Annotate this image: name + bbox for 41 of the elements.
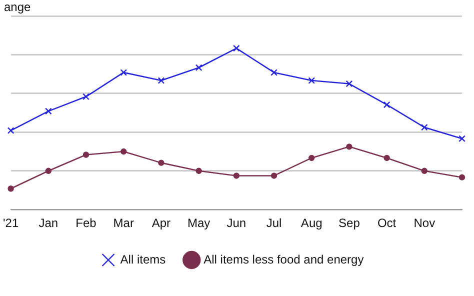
point	[195, 64, 202, 72]
x-tick-label: Apr	[152, 216, 171, 230]
x-tick-label: Jan	[38, 216, 58, 230]
x-tick-label: Nov	[414, 216, 436, 230]
point	[120, 148, 127, 155]
x-tick-label: Sep	[338, 216, 360, 230]
point	[458, 174, 466, 180]
point	[308, 154, 315, 162]
point	[45, 168, 52, 174]
point	[421, 168, 428, 174]
x-tick-label: Jun	[226, 216, 246, 230]
legend-label: All items less food and energy	[204, 252, 364, 266]
point	[270, 69, 278, 76]
legend-label: All items	[120, 252, 166, 266]
point	[346, 144, 352, 150]
point	[82, 152, 90, 158]
point	[8, 186, 14, 192]
point	[158, 160, 164, 166]
point	[232, 44, 240, 52]
point	[420, 124, 428, 131]
point	[384, 154, 390, 162]
point	[383, 101, 390, 108]
point	[7, 127, 14, 134]
x-tick-label: Feb	[76, 216, 97, 230]
point	[308, 77, 316, 84]
x-tick-label: Jul	[266, 216, 282, 230]
chart-title: ange	[4, 0, 31, 14]
point	[120, 69, 128, 76]
x-tick-label: Aug	[300, 216, 322, 230]
point	[270, 172, 278, 179]
x-tick-label: '21	[3, 216, 19, 230]
x-tick-label: Mar	[113, 216, 134, 230]
point	[346, 80, 353, 88]
point	[44, 108, 52, 115]
point	[158, 77, 165, 84]
x-tick-label: Oct	[377, 216, 397, 230]
point	[233, 172, 240, 179]
point	[458, 135, 466, 142]
point	[82, 93, 90, 100]
x-tick-label: May	[187, 216, 210, 230]
point	[196, 168, 202, 174]
